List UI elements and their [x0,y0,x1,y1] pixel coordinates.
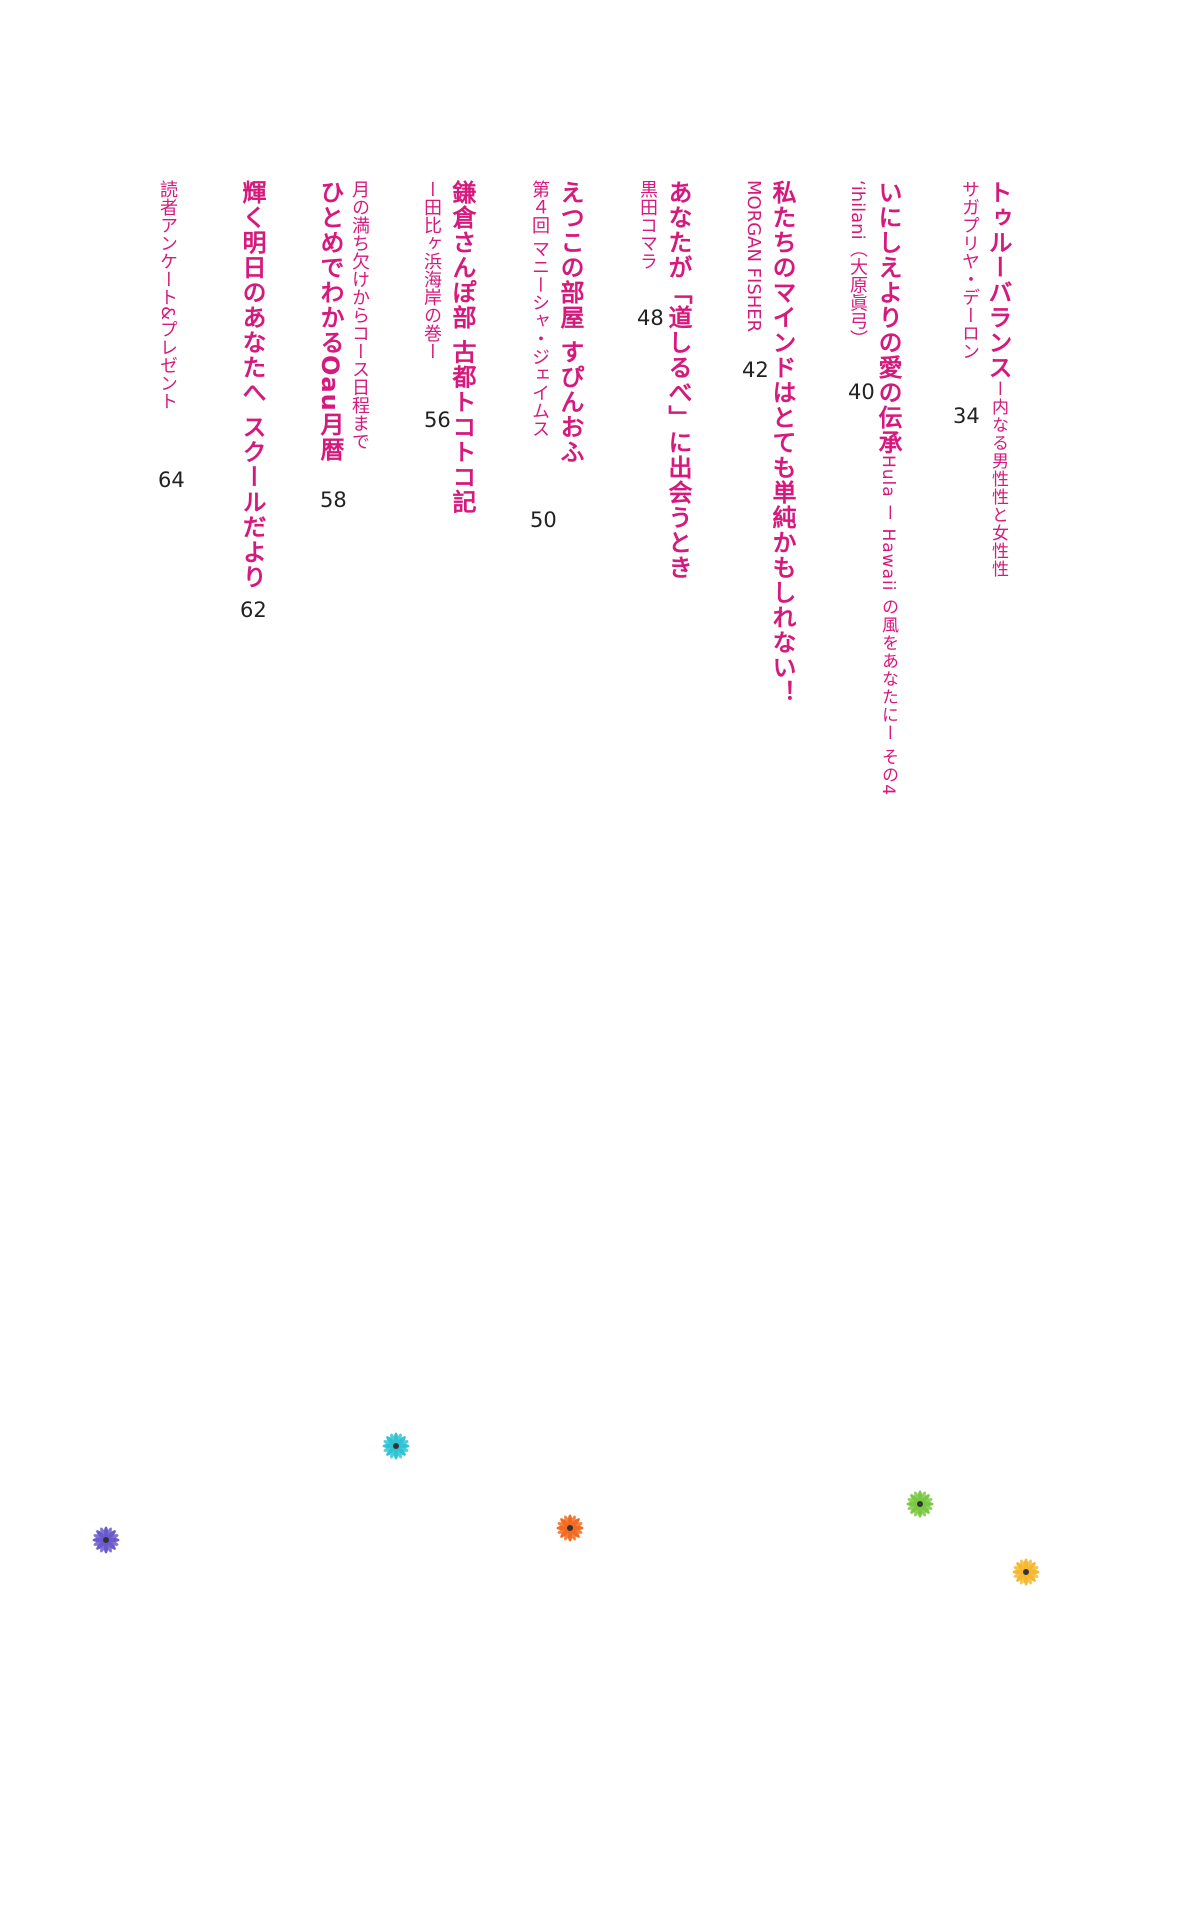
toc-entry-5-page[interactable]: 50 [530,508,557,532]
toc-entry-4-title[interactable]: あなたが「道しるべ」に出会うとき [664,180,692,580]
entry-1-title-tail: ー内なる男性性と女性性 [988,380,1008,578]
toc-entry-5-author: 第４回 マニーシャ・ジェイムス [529,180,550,438]
toc-entry-3-title[interactable]: 私たちのマインドはとても単純かもしれない！ [768,180,796,705]
toc-entry-2-title[interactable]: いにしえよりの愛の伝承Hula ー Hawaii の風をあなたにー その4 [874,180,902,797]
entry-2-title-main: いにしえよりの愛の伝承 [874,180,902,455]
toc-entry-7-page[interactable]: 58 [320,488,347,512]
toc-entry-7-title[interactable]: ひとめでわかるOau月暦 [316,180,344,462]
toc-entry-8-title[interactable]: 輝く明日のあなたへ スクールだより [238,180,266,590]
toc-entry-1-page[interactable]: 34 [953,404,980,428]
toc-entry-6-title[interactable]: 鎌倉さんぽ部 古都トコトコ記 [448,180,476,515]
entry-1-title-main: トゥルーバランス [984,180,1012,380]
toc-entry-3-page[interactable]: 42 [742,358,769,382]
toc-entry-2-author: ‘ihilani（大原眞弓） [847,180,868,348]
toc-entry-6-author: ー田比ヶ浜海岸の巻ー [421,180,442,360]
toc-entry-7-pretitle: 月の満ち欠けからコース日程まで [349,180,370,450]
toc-entry-5-title[interactable]: えつこの部屋 すぴんおふ [556,180,584,465]
orange-flower-icon [556,1514,584,1542]
toc-entry-2-page[interactable]: 40 [848,380,875,404]
toc-entry-3-author: MORGAN FISHER [743,180,764,333]
toc-entry-9-page[interactable]: 64 [158,468,185,492]
blue-flower-icon [382,1432,410,1460]
purple-flower-icon [92,1526,120,1554]
toc-entry-4-page[interactable]: 48 [637,306,664,330]
toc-entry-4-author: 黒田コマラ [637,180,658,270]
toc-entry-8-page[interactable]: 62 [240,598,267,622]
toc-entry-6-page[interactable]: 56 [424,408,451,432]
green-flower-icon [906,1490,934,1518]
entry-2-title-tail: Hula ー Hawaii の風をあなたにー その4 [878,455,898,797]
yellow-flower-icon [1012,1558,1040,1586]
toc-entry-1-title[interactable]: トゥルーバランスー内なる男性性と女性性 [984,180,1012,578]
toc-entry-9-title[interactable]: 読者アンケート&プレゼント [157,180,178,411]
toc-entry-1-author: サガプリヤ・デーロン [959,180,980,360]
